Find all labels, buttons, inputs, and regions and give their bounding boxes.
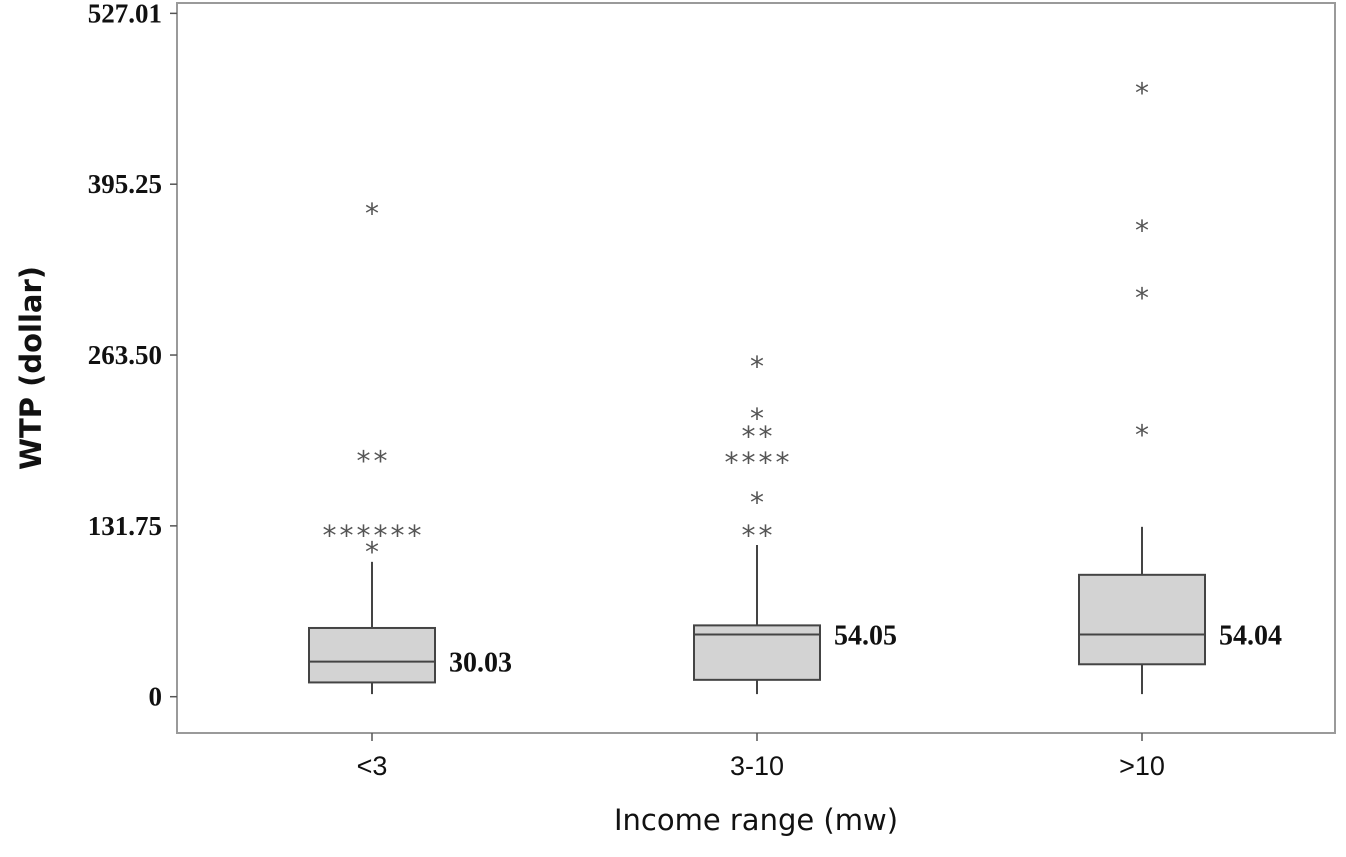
outlier-point: * xyxy=(323,519,337,552)
outlier-point: * xyxy=(750,486,764,519)
outlier-point: * xyxy=(374,445,388,478)
median-label: 54.04 xyxy=(1219,620,1282,651)
median-label: 54.05 xyxy=(834,620,897,651)
y-axis-title: WTP (dollar) xyxy=(14,266,48,470)
plot-frame xyxy=(176,2,1336,734)
outlier-point: * xyxy=(759,519,773,552)
outlier-point: * xyxy=(1135,214,1149,247)
box-group: 54.05*** ** * * *** * xyxy=(693,350,897,695)
outlier-point: * xyxy=(1135,76,1149,109)
x-tick-label: >10 xyxy=(1119,751,1165,781)
outlier-point: * xyxy=(725,446,739,479)
y-axis: 0 131.75 263.50 395.25 527.01 xyxy=(88,0,177,712)
y-tick-label: 0 xyxy=(149,682,163,712)
iqr-box xyxy=(308,626,436,684)
y-tick-label: 263.50 xyxy=(88,340,162,370)
x-axis: <3 3-10 >10 xyxy=(357,733,1165,781)
outlier-point: * xyxy=(365,197,379,230)
y-tick-label: 395.25 xyxy=(88,169,162,199)
outlier-point: * xyxy=(776,446,790,479)
box-group: 30.03** ** * * * * ** xyxy=(308,197,512,695)
box-group: 54.04 * * * * xyxy=(1078,76,1282,695)
y-tick-label: 131.75 xyxy=(88,511,162,541)
outlier-point: * xyxy=(391,519,405,552)
outlier-point: * xyxy=(742,446,756,479)
outlier-point: * xyxy=(742,519,756,552)
outlier-point: * xyxy=(365,535,379,568)
outlier-point: * xyxy=(759,420,773,453)
outlier-point: * xyxy=(1135,419,1149,452)
outlier-point: * xyxy=(340,519,354,552)
box-series: 30.03** ** * * * * **54.05*** ** * * *** *54.04**** xyxy=(308,76,1282,695)
outlier-point: * xyxy=(759,446,773,479)
x-axis-title: Income range (mw) xyxy=(614,803,898,837)
iqr-box xyxy=(1078,573,1206,666)
outlier-point: * xyxy=(1135,281,1149,314)
outlier-point: * xyxy=(357,519,371,552)
outlier-point: * xyxy=(742,420,756,453)
x-tick-label: 3-10 xyxy=(730,751,784,781)
y-tick-label: 527.01 xyxy=(88,0,162,28)
median-label: 30.03 xyxy=(449,648,512,679)
outlier-point: * xyxy=(750,350,764,383)
outlier-point: * xyxy=(374,519,388,552)
outlier-point: * xyxy=(750,402,764,435)
outlier-point: * xyxy=(408,519,422,552)
x-tick-label: <3 xyxy=(357,751,388,781)
outlier-point: * xyxy=(357,445,371,478)
